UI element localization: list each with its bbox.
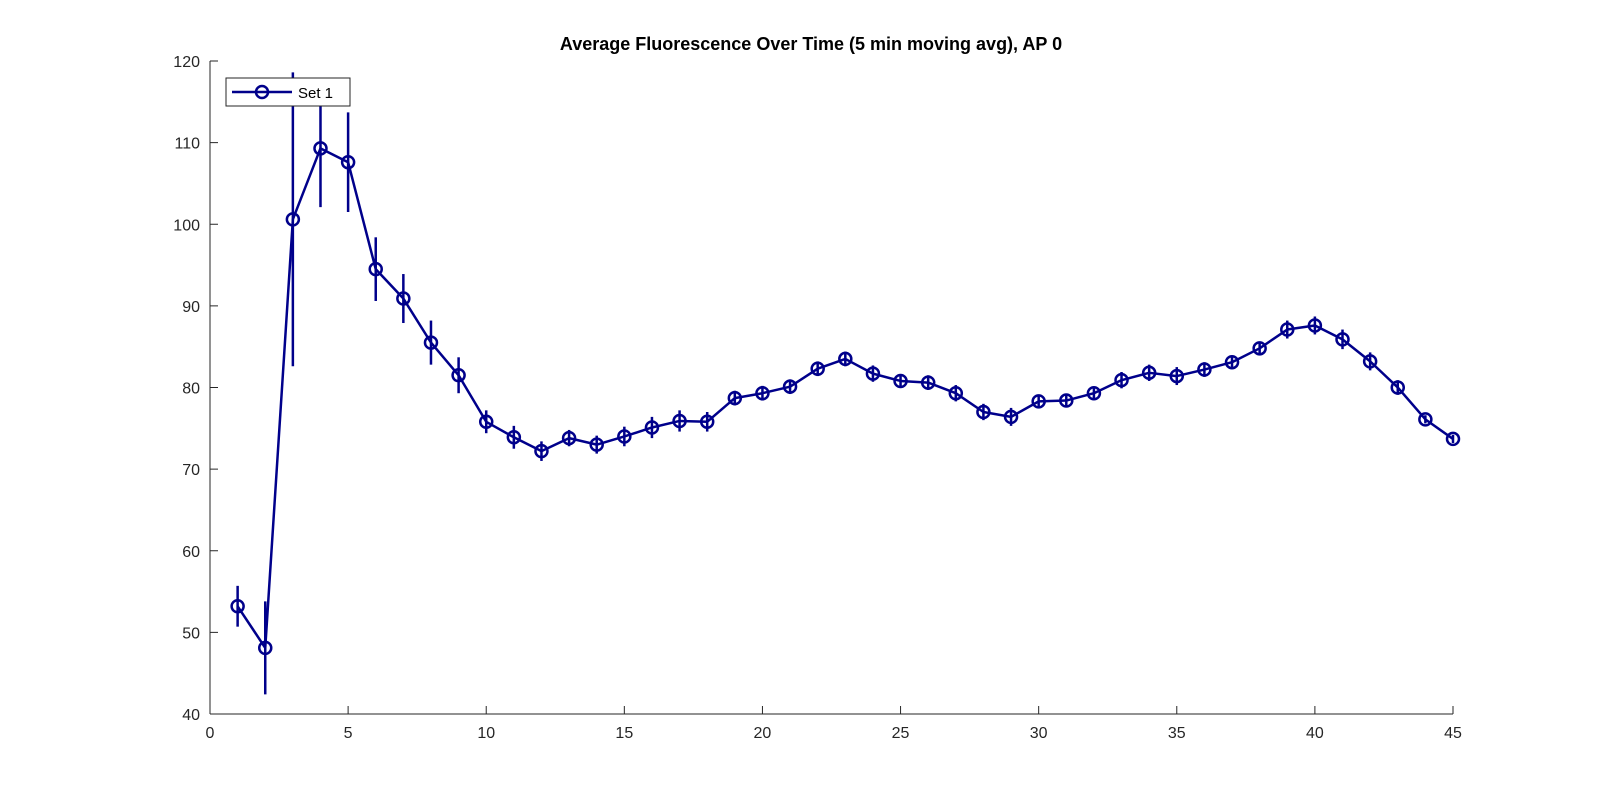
series-line [236, 147, 1454, 650]
data-point [285, 212, 301, 227]
data-point [810, 361, 825, 376]
data-point [1169, 368, 1185, 384]
data-point [893, 373, 908, 389]
data-point [1114, 372, 1129, 388]
data-point [1418, 412, 1433, 427]
data-point [699, 414, 715, 430]
data-point [727, 390, 743, 406]
data-point [948, 385, 964, 401]
data-point [782, 379, 798, 394]
y-tick-label: 110 [174, 136, 200, 153]
y-tick-label: 40 [182, 707, 200, 724]
data-point [1197, 362, 1212, 377]
y-tick-label: 80 [182, 381, 200, 398]
chart-title: Average Fluorescence Over Time (5 min mo… [560, 34, 1062, 54]
data-markers [230, 141, 1461, 656]
data-point [755, 385, 770, 401]
x-tick-label: 0 [206, 725, 215, 742]
y-tick-label: 70 [182, 462, 200, 479]
data-point [976, 404, 991, 420]
data-point [451, 368, 466, 383]
y-tick-label: 100 [173, 217, 200, 234]
data-point [1445, 431, 1461, 447]
legend-label: Set 1 [298, 85, 333, 102]
data-point [1059, 393, 1074, 408]
data-point [644, 420, 660, 435]
data-point [617, 429, 632, 444]
y-tick-label: 120 [173, 54, 200, 71]
data-point [396, 291, 411, 306]
data-point [838, 351, 853, 367]
data-point [1224, 354, 1240, 370]
data-point [1307, 318, 1323, 333]
x-tick-label: 20 [754, 725, 772, 742]
data-point [478, 414, 494, 430]
data-point [1335, 332, 1350, 347]
data-point [1252, 341, 1267, 356]
y-tick-label: 50 [182, 625, 200, 642]
data-point [1003, 409, 1019, 425]
legend: Set 1 [225, 77, 351, 107]
data-point [1362, 354, 1378, 369]
data-point [1280, 322, 1295, 337]
data-point [672, 413, 687, 429]
data-point [368, 261, 383, 277]
data-point [589, 437, 604, 452]
y-tick-label: 90 [182, 299, 200, 316]
x-tick-label: 35 [1168, 725, 1186, 742]
data-point [506, 430, 522, 445]
axes: 0 5 10 15 20 25 30 35 40 45 40 50 60 70 80 90 100 110 120 [173, 54, 1462, 742]
data-point [423, 335, 439, 350]
y-tick-label: 60 [182, 544, 200, 561]
x-tick-label: 45 [1444, 725, 1462, 742]
x-tick-label: 5 [344, 725, 353, 742]
data-point [1031, 394, 1046, 409]
x-tick-label: 30 [1030, 725, 1048, 742]
data-point [561, 430, 577, 446]
data-point [230, 599, 245, 614]
data-point [257, 640, 273, 656]
x-tick-label: 25 [892, 725, 910, 742]
x-tick-label: 10 [477, 725, 495, 742]
data-point [865, 366, 881, 381]
data-point [1141, 365, 1157, 381]
data-point [534, 443, 549, 459]
error-bars [236, 72, 1455, 695]
x-tick-label: 40 [1306, 725, 1324, 742]
data-point [1086, 385, 1102, 401]
data-point [1390, 380, 1406, 395]
series-lines [236, 147, 1454, 650]
data-point [313, 141, 328, 156]
data-point [340, 154, 356, 170]
legend-marker-swatch [254, 84, 270, 100]
x-tick-label: 15 [615, 725, 633, 742]
data-point [920, 375, 936, 390]
